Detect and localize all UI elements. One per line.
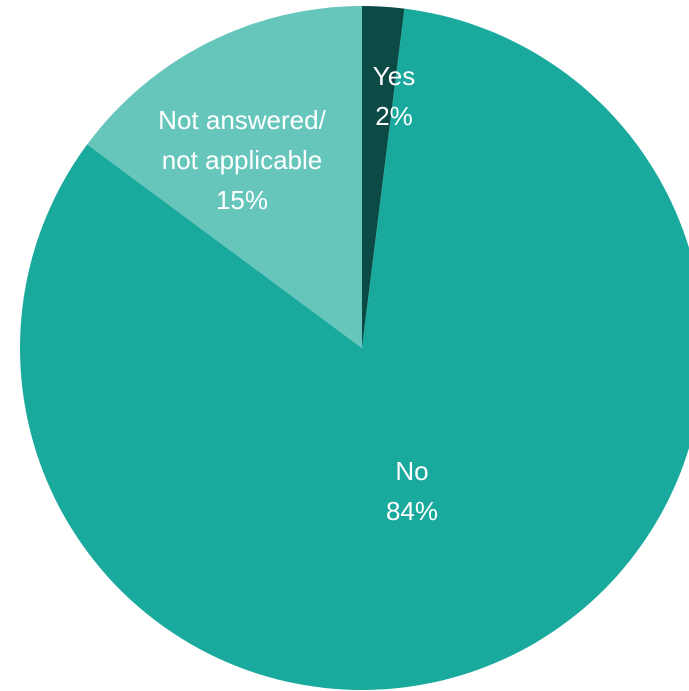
slice-label: Not answered/not applicable 15% [158,105,326,215]
pie-labels: Yes 2% No 84% Not answered/not applicable 15% [158,61,438,526]
slice-label-line: No [395,456,428,486]
slice-label: Yes 2% [373,61,415,131]
pie-slices [20,6,689,690]
slice-label-line: Yes [373,61,415,91]
pie-slice-no [20,8,689,690]
slice-label-line: 15% [216,185,268,215]
slice-label-line: 84% [386,496,438,526]
slice-label-line: Not answered/ [158,105,326,135]
slice-label-line: 2% [375,101,413,131]
slice-label: No 84% [386,456,438,526]
pie-slice-not-answered-not-applicable [87,6,362,348]
pie-slice-yes [362,6,405,348]
slice-label-line: not applicable [162,145,322,175]
